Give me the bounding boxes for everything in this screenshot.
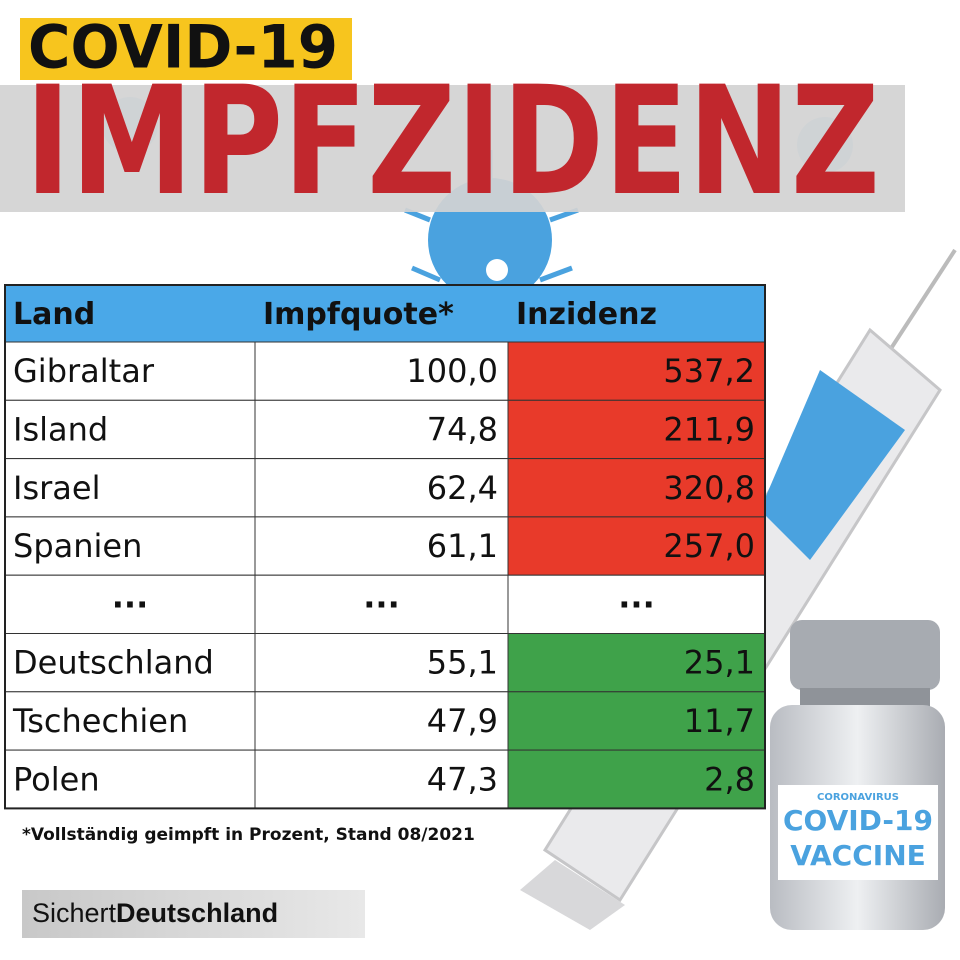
- cell: [254, 399, 509, 460]
- vial-line1: COVID-19: [783, 804, 933, 837]
- country: Deutschland: [13, 644, 214, 682]
- cell: [4, 691, 256, 751]
- vaccination-rate: 47,9: [427, 702, 498, 740]
- country: Tschechien: [12, 702, 188, 740]
- column-header: Inzidenz: [516, 297, 657, 332]
- incidence: 537,2: [663, 352, 755, 390]
- cell: [507, 458, 766, 518]
- tag: COVID-19: [28, 13, 338, 83]
- cell: [4, 633, 256, 693]
- title: IMPFZIDENZ: [25, 55, 880, 229]
- incidence: ...: [618, 577, 654, 615]
- title-box: [0, 85, 905, 212]
- cell: [254, 749, 509, 809]
- country: Gibraltar: [13, 352, 155, 390]
- vaccination-rate: 47,3: [427, 760, 498, 798]
- cell: [254, 574, 509, 635]
- vaccination-rate: 100,0: [406, 352, 498, 390]
- column-header: Land: [13, 297, 95, 332]
- cell: [4, 458, 256, 518]
- cell: [507, 399, 766, 460]
- table-border: [4, 284, 766, 810]
- vaccination-rate: 74,8: [427, 410, 498, 448]
- cell: [254, 458, 509, 518]
- cell: [4, 341, 256, 401]
- cell: [4, 574, 256, 635]
- country: Spanien: [13, 527, 142, 565]
- column-header: Impfquote*: [263, 297, 454, 332]
- brand: SichertDeutschland: [32, 898, 278, 928]
- vaccine-vial: CORONAVIRUS COVID-19 VACCINE: [770, 620, 945, 930]
- vaccination-rate: 62,4: [427, 469, 498, 507]
- header-row: [5, 285, 765, 342]
- incidence: 257,0: [663, 527, 755, 565]
- cell: [254, 633, 509, 693]
- tag-box: [20, 18, 352, 80]
- footnote: *Vollständig geimpft in Prozent, Stand 0…: [22, 825, 475, 845]
- cell: [4, 516, 256, 576]
- country: Island: [13, 410, 108, 448]
- incidence: 2,8: [704, 760, 755, 798]
- country: ...: [112, 577, 148, 615]
- table: Land Impfquote* Inzidenz Gibraltar 100,0 537,…: [4, 284, 766, 810]
- cell: [254, 516, 509, 576]
- brand-bold: Deutschland: [116, 898, 278, 928]
- vaccination-rate: 61,1: [427, 527, 498, 565]
- cell: [254, 691, 509, 751]
- vial-line2: VACCINE: [790, 839, 926, 872]
- cell: [507, 574, 766, 635]
- incidence: 11,7: [684, 702, 755, 740]
- brand-box: [22, 890, 365, 938]
- country: Israel: [13, 469, 100, 507]
- incidence: 211,9: [663, 410, 755, 448]
- incidence: 25,1: [684, 644, 755, 682]
- vial-kicker: CORONAVIRUS: [817, 792, 899, 803]
- vaccination-rate: ...: [363, 577, 399, 615]
- cell: [507, 633, 766, 693]
- cell: [507, 516, 766, 576]
- cell: [507, 341, 766, 401]
- vaccination-rate: 55,1: [427, 644, 498, 682]
- country: Polen: [13, 760, 100, 798]
- brand-light: Sichert: [32, 898, 117, 928]
- incidence: 320,8: [663, 469, 755, 507]
